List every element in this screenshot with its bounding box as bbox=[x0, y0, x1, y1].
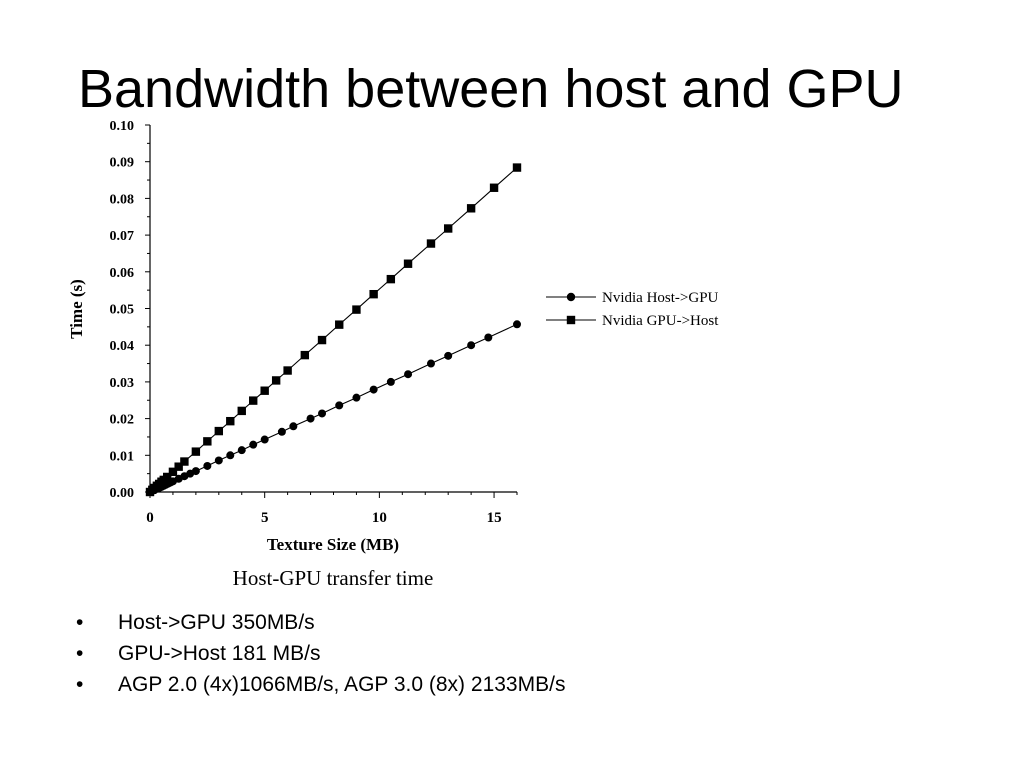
x-tick-label: 10 bbox=[372, 510, 387, 526]
data-point bbox=[369, 385, 378, 394]
data-point bbox=[249, 440, 258, 449]
y-tick-label: 0.00 bbox=[110, 486, 135, 501]
data-point bbox=[300, 350, 310, 360]
data-point bbox=[317, 335, 327, 345]
data-point bbox=[352, 305, 361, 314]
data-point bbox=[443, 224, 453, 233]
data-point bbox=[306, 414, 315, 423]
legend-label: Nvidia GPU->Host bbox=[602, 313, 719, 329]
data-point bbox=[283, 366, 292, 375]
data-point bbox=[512, 163, 522, 172]
bullet-text: GPU->Host 181 MB/s bbox=[118, 642, 321, 665]
data-point bbox=[403, 259, 413, 268]
y-tick-label: 0.01 bbox=[110, 449, 135, 464]
y-tick-label: 0.09 bbox=[110, 156, 135, 171]
chart-caption: Host-GPU transfer time bbox=[233, 566, 434, 590]
data-point bbox=[386, 274, 396, 284]
y-tick-label: 0.02 bbox=[110, 413, 135, 428]
data-point bbox=[444, 351, 453, 360]
bullet-item: • AGP 2.0 (4x)1066MB/s, AGP 3.0 (8x) 213… bbox=[74, 669, 565, 700]
bullet-dot-icon: • bbox=[76, 611, 84, 634]
data-point bbox=[191, 447, 201, 456]
legend-label: Nvidia Host->GPU bbox=[602, 290, 719, 306]
data-point bbox=[484, 333, 493, 342]
data-point bbox=[489, 183, 499, 192]
x-axis-label: Texture Size (MB) bbox=[267, 535, 399, 554]
data-point bbox=[566, 315, 576, 325]
x-tick-label: 0 bbox=[146, 510, 154, 526]
data-point bbox=[318, 409, 327, 418]
data-point bbox=[226, 451, 235, 460]
x-tick-label: 15 bbox=[487, 510, 502, 526]
data-point bbox=[271, 376, 281, 385]
data-point bbox=[214, 456, 223, 465]
y-tick-label: 0.10 bbox=[110, 119, 135, 134]
legend-item: Nvidia GPU->Host bbox=[546, 313, 719, 329]
series-gpu-to-host bbox=[145, 163, 522, 497]
data-point bbox=[352, 393, 361, 402]
data-point bbox=[289, 422, 298, 431]
bullet-list: • Host->GPU 350MB/s • GPU->Host 181 MB/s… bbox=[74, 607, 565, 700]
data-point bbox=[174, 462, 183, 471]
line-chart: 0.00 0.01 0.02 0.03 0.04 0.05 0.06 0.07 0.08 0.09… bbox=[67, 119, 719, 590]
data-point bbox=[426, 359, 435, 368]
data-point bbox=[260, 435, 269, 444]
y-tick-label: 0.05 bbox=[110, 303, 135, 318]
data-point bbox=[180, 457, 189, 466]
chart-series bbox=[145, 163, 522, 497]
data-point bbox=[335, 320, 344, 329]
y-tick-label: 0.04 bbox=[110, 339, 135, 354]
data-point bbox=[566, 292, 576, 302]
bullet-text: AGP 2.0 (4x)1066MB/s, AGP 3.0 (8x) 2133M… bbox=[118, 673, 566, 696]
data-point bbox=[249, 396, 258, 405]
data-point bbox=[260, 386, 269, 395]
data-point bbox=[191, 467, 200, 476]
data-point bbox=[335, 401, 344, 410]
bullet-item: • Host->GPU 350MB/s bbox=[74, 607, 565, 638]
data-point bbox=[277, 427, 286, 436]
bullet-text: Host->GPU 350MB/s bbox=[118, 611, 315, 634]
y-axis-label: Time (s) bbox=[67, 279, 86, 339]
bullet-dot-icon: • bbox=[76, 673, 84, 696]
x-tick-label: 5 bbox=[261, 510, 269, 526]
chart-legend: Nvidia Host->GPU Nvidia GPU->Host bbox=[546, 290, 719, 329]
slide-title: Bandwidth between host and GPU bbox=[78, 59, 904, 119]
data-point bbox=[226, 416, 235, 426]
data-point bbox=[404, 370, 413, 379]
y-tick-label: 0.06 bbox=[110, 266, 135, 281]
chart-axes: 0.00 0.01 0.02 0.03 0.04 0.05 0.06 0.07 0.08 0.09… bbox=[110, 119, 518, 526]
data-point bbox=[466, 204, 476, 213]
data-point bbox=[386, 377, 395, 386]
data-point bbox=[168, 467, 178, 477]
data-point bbox=[467, 341, 476, 350]
legend-item: Nvidia Host->GPU bbox=[546, 290, 719, 306]
data-point bbox=[203, 437, 212, 446]
y-tick-label: 0.03 bbox=[110, 376, 135, 391]
series-host-to-gpu bbox=[146, 320, 521, 496]
data-point bbox=[426, 239, 436, 248]
data-point bbox=[163, 472, 172, 482]
data-point bbox=[369, 289, 378, 299]
data-point bbox=[237, 406, 246, 416]
data-point bbox=[203, 461, 212, 470]
y-tick-label: 0.08 bbox=[110, 192, 135, 207]
bullet-dot-icon: • bbox=[76, 642, 84, 665]
y-tick-label: 0.07 bbox=[110, 229, 135, 244]
data-point bbox=[513, 320, 521, 329]
data-point bbox=[214, 426, 224, 436]
data-point bbox=[237, 446, 246, 455]
bullet-item: • GPU->Host 181 MB/s bbox=[74, 638, 565, 669]
